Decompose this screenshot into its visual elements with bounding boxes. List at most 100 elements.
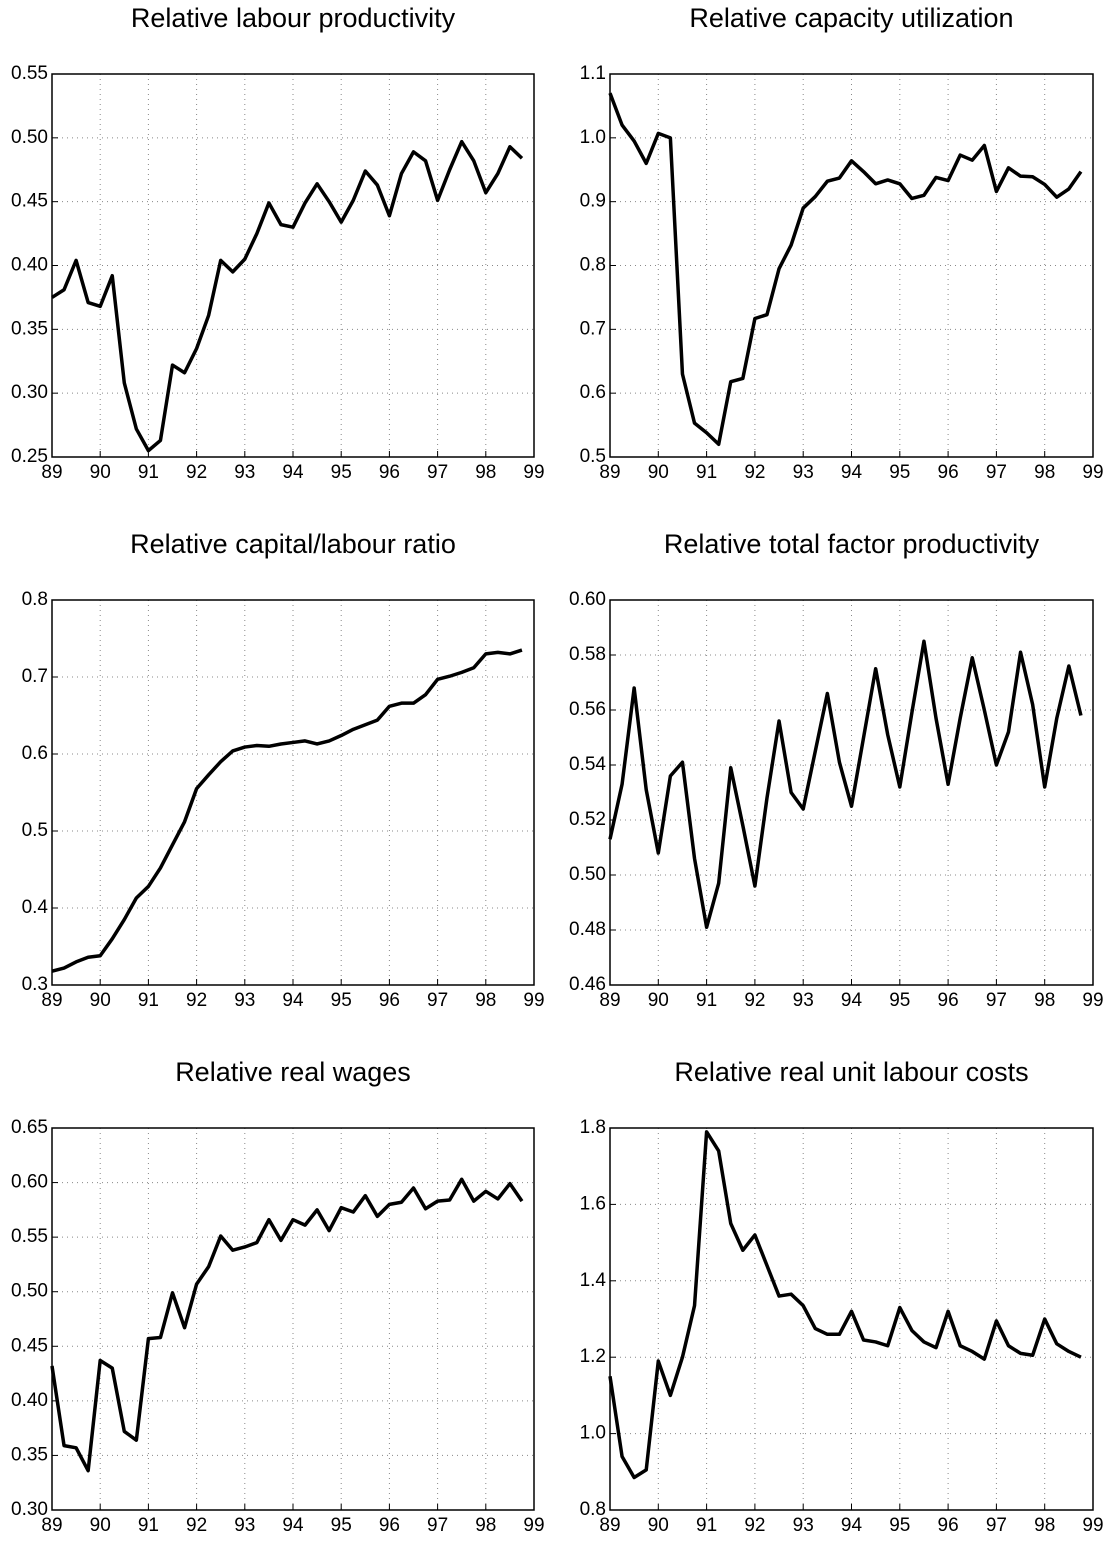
x-tick-label: 96	[938, 462, 959, 483]
y-tick-label: 0.60	[569, 589, 606, 610]
x-tick-label: 96	[938, 1515, 959, 1536]
y-tick-label: 0.8	[580, 1499, 606, 1520]
x-tick-label: 98	[1034, 462, 1055, 483]
y-tick-label: 0.5	[22, 820, 48, 841]
x-tick-label: 95	[331, 462, 352, 483]
x-tick-label: 93	[793, 1515, 814, 1536]
y-tick-label: 0.9	[580, 191, 606, 212]
y-tick-label: 0.25	[11, 446, 48, 467]
x-tick-label: 92	[744, 1515, 765, 1536]
x-tick-label: 90	[90, 990, 111, 1011]
y-tick-label: 0.46	[569, 974, 606, 995]
x-tick-label: 93	[234, 990, 255, 1011]
y-tick-label: 0.30	[11, 382, 48, 403]
y-tick-label: 0.50	[11, 1281, 48, 1302]
data-line	[51, 139, 524, 453]
y-tick-label: 0.8	[22, 589, 48, 610]
chart-title: Relative labour productivity	[131, 3, 456, 33]
x-tick-label: 98	[475, 990, 496, 1011]
chart-title: Relative real unit labour costs	[674, 1057, 1028, 1087]
x-tick-label: 99	[1082, 1515, 1103, 1536]
y-tick-label: 0.60	[11, 1172, 48, 1193]
x-tick-label: 91	[696, 1515, 717, 1536]
x-tick-label: 90	[90, 1515, 111, 1536]
y-tick-label: 0.55	[11, 1226, 48, 1247]
y-tick-label: 0.58	[569, 644, 606, 665]
x-tick-label: 99	[1082, 990, 1103, 1011]
x-tick-label: 97	[986, 1515, 1007, 1536]
x-tick-label: 89	[599, 1515, 620, 1536]
x-tick-label: 95	[889, 990, 910, 1011]
x-tick-label: 94	[282, 1515, 304, 1536]
y-tick-label: 0.30	[11, 1499, 48, 1520]
x-tick-label: 93	[234, 1515, 255, 1536]
y-tick-label: 1.4	[580, 1270, 607, 1291]
x-tick-label: 91	[138, 990, 159, 1011]
x-tick-label: 89	[599, 462, 620, 483]
y-tick-label: 0.54	[569, 754, 606, 775]
x-tick-label: 97	[986, 990, 1007, 1011]
x-tick-label: 96	[379, 990, 400, 1011]
data-line	[50, 1177, 524, 1473]
plot-frame	[51, 599, 535, 986]
x-tick-label: 97	[427, 990, 448, 1011]
x-tick-label: 94	[282, 462, 304, 483]
x-tick-label: 92	[186, 462, 207, 483]
chart-title: Relative capacity utilization	[689, 3, 1013, 33]
y-tick-label: 0.5	[580, 446, 606, 467]
x-tick-label: 94	[841, 462, 863, 483]
plot-frame	[609, 73, 1094, 458]
x-tick-label: 90	[90, 462, 111, 483]
y-tick-label: 0.3	[22, 974, 48, 995]
chart-title: Relative total factor productivity	[664, 529, 1040, 559]
y-tick-label: 0.40	[11, 1390, 48, 1411]
x-tick-label: 92	[186, 1515, 207, 1536]
x-tick-label: 98	[475, 1515, 496, 1536]
y-tick-label: 0.56	[569, 699, 606, 720]
plot-frame	[609, 1127, 1094, 1511]
x-tick-label: 92	[186, 990, 207, 1011]
x-tick-label: 89	[41, 462, 62, 483]
x-tick-label: 90	[648, 462, 669, 483]
y-tick-label: 0.6	[580, 382, 606, 403]
y-tick-label: 0.4	[22, 897, 49, 918]
data-line	[608, 1130, 1082, 1480]
y-tick-label: 0.6	[22, 743, 48, 764]
x-tick-label: 91	[696, 462, 717, 483]
data-line	[608, 639, 1083, 929]
x-tick-label: 96	[379, 1515, 400, 1536]
y-tick-label: 1.0	[580, 127, 606, 148]
y-tick-label: 0.45	[11, 191, 48, 212]
x-tick-label: 89	[599, 990, 620, 1011]
y-tick-label: 0.7	[580, 318, 606, 339]
x-tick-label: 94	[841, 990, 863, 1011]
x-tick-label: 93	[793, 990, 814, 1011]
y-tick-label: 0.52	[569, 809, 606, 830]
x-tick-label: 90	[648, 990, 669, 1011]
y-tick-label: 1.1	[580, 63, 606, 84]
x-tick-label: 99	[523, 1515, 544, 1536]
y-tick-label: 0.35	[11, 1444, 48, 1465]
x-tick-label: 98	[475, 462, 496, 483]
chart-title: Relative capital/labour ratio	[130, 529, 456, 559]
x-tick-label: 91	[138, 462, 159, 483]
x-tick-label: 97	[986, 462, 1007, 483]
y-tick-label: 1.8	[580, 1117, 606, 1138]
x-tick-label: 93	[793, 462, 814, 483]
x-tick-label: 91	[696, 990, 717, 1011]
y-tick-label: 0.48	[569, 919, 606, 940]
y-tick-label: 0.8	[580, 255, 606, 276]
x-tick-label: 90	[648, 1515, 669, 1536]
y-tick-label: 1.6	[580, 1193, 606, 1214]
plot-frame	[609, 599, 1094, 986]
x-tick-label: 95	[331, 1515, 352, 1536]
y-tick-label: 0.7	[22, 666, 48, 687]
x-tick-label: 89	[41, 990, 62, 1011]
x-tick-label: 99	[1082, 462, 1103, 483]
data-line	[51, 648, 523, 973]
y-tick-label: 0.45	[11, 1335, 48, 1356]
data-line	[608, 92, 1083, 446]
x-tick-label: 93	[234, 462, 255, 483]
y-tick-label: 0.50	[11, 127, 48, 148]
x-tick-label: 92	[744, 990, 765, 1011]
